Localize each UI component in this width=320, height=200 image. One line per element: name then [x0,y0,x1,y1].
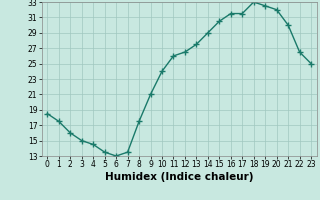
X-axis label: Humidex (Indice chaleur): Humidex (Indice chaleur) [105,172,253,182]
